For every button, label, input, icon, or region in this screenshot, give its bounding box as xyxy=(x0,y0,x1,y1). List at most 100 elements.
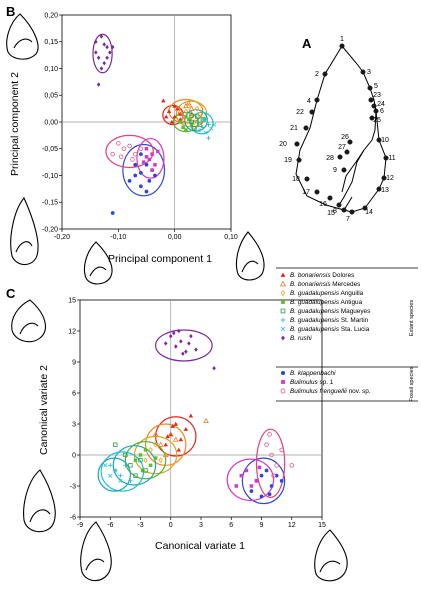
pca-point-dolores xyxy=(175,106,180,111)
pca-y-tick-label: -0,15 xyxy=(42,200,58,207)
landmark-point xyxy=(341,207,347,213)
cva-point-stmartin xyxy=(108,463,113,468)
pca-point-frenguellii xyxy=(127,143,132,149)
pca-point-stmartin xyxy=(206,122,211,127)
landmark-point xyxy=(337,154,343,160)
landmark-label: 13 xyxy=(381,187,389,194)
pca-point-klappenbachi xyxy=(153,173,157,178)
cva-point-dolores xyxy=(183,426,189,431)
cva-x-tick-label: 6 xyxy=(229,522,233,529)
cva-point-frenguellii xyxy=(269,452,274,458)
legend-marker-stmartin xyxy=(280,317,286,323)
cva-y-tick-label: 3 xyxy=(72,421,76,428)
cva-point-stalucia xyxy=(118,478,123,483)
cva-point-antigua xyxy=(153,456,158,460)
pca-point-stalucia xyxy=(212,122,217,127)
landmark-aperture xyxy=(338,110,377,206)
pca-point-klappenbachi xyxy=(138,184,143,189)
pca-point-rushi xyxy=(94,39,98,44)
landmark-label: 26 xyxy=(341,134,349,141)
pca-point-klappenbachi xyxy=(144,162,149,167)
legend-label-bulimulus: Bulimulus sp. 1 xyxy=(290,379,334,386)
pca-point-antigua xyxy=(181,125,185,130)
landmark-point xyxy=(371,103,377,109)
pca-point-rushi xyxy=(108,50,112,55)
legend-marker-mercedes xyxy=(279,280,287,287)
landmark-point xyxy=(322,71,328,77)
cva-ellipse-antigua xyxy=(124,440,167,480)
pca-point-bulimulus xyxy=(144,155,149,159)
cva-point-magueyes xyxy=(113,442,118,447)
pca-point-mercedes xyxy=(185,100,192,106)
cva-point-dolores xyxy=(168,432,173,437)
pca-point-klappenbachi xyxy=(147,178,152,183)
cva-point-antigua xyxy=(148,463,153,468)
cva-ellipse-stmartin xyxy=(100,451,145,492)
pca-x-tick-label: -0,10 xyxy=(110,234,126,241)
pca-point-stalucia xyxy=(209,126,214,131)
landmark-point xyxy=(373,108,379,114)
pca-x-tick-label: 0,10 xyxy=(224,234,238,241)
cva-ellipse-stalucia xyxy=(97,457,132,492)
cva-point-anguilla xyxy=(163,452,168,458)
pca-points xyxy=(94,34,217,215)
landmark-point xyxy=(296,157,302,163)
cva-point-anguilla xyxy=(153,441,158,448)
shell-outline-icon xyxy=(314,529,348,582)
cva-y-tick-label: -3 xyxy=(70,483,76,490)
pca-y-tick-label: 0,15 xyxy=(44,39,58,46)
landmark-label: 12 xyxy=(386,175,394,182)
pca-point-rushi xyxy=(96,82,101,87)
pca-ellipse-klappenbachi xyxy=(122,143,166,197)
cva-point-klappenbachi xyxy=(279,478,284,483)
cva-y-tick-label: 12 xyxy=(68,328,76,335)
cva-point-anguilla xyxy=(148,446,153,453)
landmark-point xyxy=(303,125,309,131)
landmark-point xyxy=(376,137,382,143)
pca-point-dolores xyxy=(169,119,175,124)
pca-point-magueyes xyxy=(192,126,197,131)
landmark-point xyxy=(368,97,374,103)
cva-point-frenguellii xyxy=(289,463,295,468)
legend-extant-label: Extant species xyxy=(409,300,415,337)
landmark-label: 8 xyxy=(333,208,337,215)
cva-point-frenguellii xyxy=(264,442,269,447)
landmark-label: 16 xyxy=(319,201,327,208)
pca-point-magueyes xyxy=(195,114,200,119)
cva-point-mercedes xyxy=(203,417,209,424)
landmark-label: 4 xyxy=(307,98,311,105)
pca-point-stmartin xyxy=(203,117,208,122)
landmark-point xyxy=(309,109,315,115)
cva-point-dolores xyxy=(170,423,175,428)
pca-point-dolores xyxy=(166,109,172,114)
cva-point-antigua xyxy=(140,468,145,473)
cva-point-frenguellii xyxy=(271,473,276,478)
cva-x-tick-label: 12 xyxy=(288,522,296,529)
landmark-point xyxy=(347,139,353,145)
pca-point-klappenbachi xyxy=(138,170,143,175)
cva-point-stalucia xyxy=(108,473,113,478)
pca-point-rushi xyxy=(110,44,115,50)
pca-point-rushi xyxy=(102,42,107,47)
legend-label-stmartin: B. guadalupensis St. Martin xyxy=(290,317,369,324)
pca-point-stmartin xyxy=(197,127,203,133)
cva-point-magueyes xyxy=(128,463,133,468)
cva-point-bulimulus xyxy=(234,484,239,488)
cva-point-stalucia xyxy=(103,463,108,468)
cva-point-klappenbachi xyxy=(249,489,254,494)
cva-point-mercedes xyxy=(167,431,174,437)
shell-outline-icon xyxy=(235,231,265,281)
pca-ellipse-rushi xyxy=(92,33,113,74)
shell-outline-icon xyxy=(80,521,112,582)
shell-outlines xyxy=(6,13,348,582)
cva-x-tick-label: 9 xyxy=(260,522,264,529)
cva-ellipse-magueyes xyxy=(112,445,157,486)
landmark-label: 7 xyxy=(346,216,350,223)
pca-point-stalucia xyxy=(200,117,205,122)
landmark-label: 25 xyxy=(373,117,381,124)
landmark-label: 1 xyxy=(340,36,344,43)
landmark-point xyxy=(304,176,310,182)
legend-label-rushi: B. rushi xyxy=(290,335,312,342)
